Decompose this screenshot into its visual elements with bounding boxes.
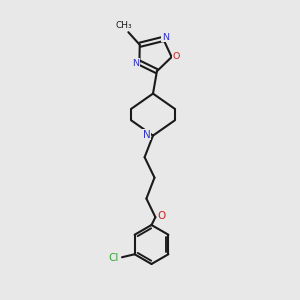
Text: CH₃: CH₃	[116, 21, 132, 30]
Text: O: O	[158, 211, 166, 221]
Text: Cl: Cl	[108, 253, 119, 263]
Text: N: N	[132, 59, 139, 68]
Text: O: O	[172, 52, 180, 61]
Text: N: N	[142, 130, 150, 140]
Text: N: N	[162, 33, 169, 42]
